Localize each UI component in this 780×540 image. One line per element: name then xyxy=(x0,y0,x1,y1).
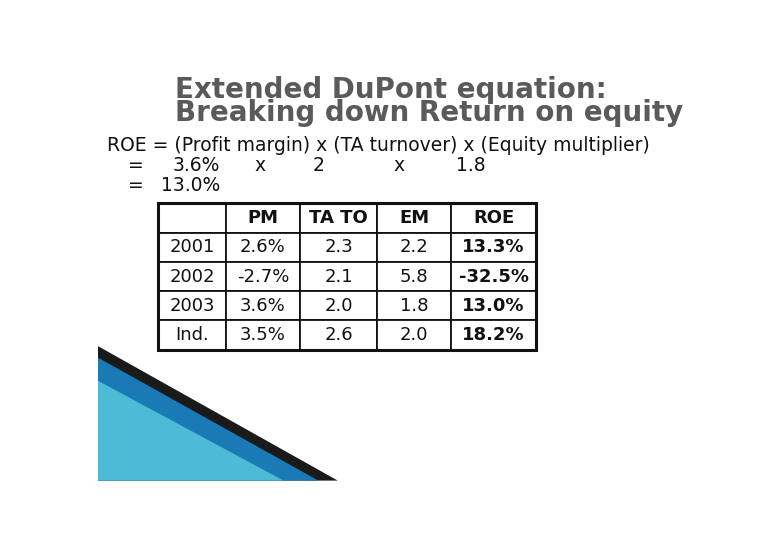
Text: 2: 2 xyxy=(312,156,324,174)
Text: =: = xyxy=(129,156,144,174)
Text: -2.7%: -2.7% xyxy=(237,267,289,286)
Text: 2.0: 2.0 xyxy=(400,326,428,344)
Text: x: x xyxy=(394,156,405,174)
Bar xyxy=(378,233,451,262)
Bar xyxy=(300,204,378,233)
Bar xyxy=(378,262,451,291)
Text: 3.6%: 3.6% xyxy=(172,156,220,174)
Bar xyxy=(300,320,378,350)
Text: TA TO: TA TO xyxy=(309,209,368,227)
Text: 2.0: 2.0 xyxy=(324,297,353,315)
Bar xyxy=(226,320,300,350)
Text: -32.5%: -32.5% xyxy=(459,267,529,286)
Polygon shape xyxy=(98,346,338,481)
Bar xyxy=(226,233,300,262)
Bar xyxy=(158,233,226,262)
Text: 2001: 2001 xyxy=(169,238,214,256)
Text: 2.6: 2.6 xyxy=(324,326,353,344)
Bar xyxy=(300,233,378,262)
Text: PM: PM xyxy=(247,209,278,227)
Bar xyxy=(300,262,378,291)
Bar xyxy=(451,233,536,262)
Text: 13.3%: 13.3% xyxy=(463,238,525,256)
Text: 5.8: 5.8 xyxy=(400,267,428,286)
Text: 2002: 2002 xyxy=(169,267,214,286)
Text: =: = xyxy=(129,176,144,195)
Text: 13.0%: 13.0% xyxy=(463,297,525,315)
Text: 2.6%: 2.6% xyxy=(240,238,285,256)
Text: x: x xyxy=(254,156,265,174)
Text: Breaking down Return on equity: Breaking down Return on equity xyxy=(175,99,683,127)
Polygon shape xyxy=(98,357,318,481)
Bar xyxy=(300,291,378,320)
Text: 1.8: 1.8 xyxy=(456,156,485,174)
Polygon shape xyxy=(98,381,283,481)
Bar xyxy=(378,204,451,233)
Text: EM: EM xyxy=(399,209,429,227)
Bar xyxy=(158,204,536,350)
Text: 2.1: 2.1 xyxy=(324,267,353,286)
Bar xyxy=(158,320,226,350)
Bar xyxy=(226,204,300,233)
Bar xyxy=(158,262,226,291)
Text: 18.2%: 18.2% xyxy=(463,326,525,344)
Bar xyxy=(226,262,300,291)
Bar xyxy=(378,320,451,350)
Bar xyxy=(158,204,226,233)
Text: ROE = (Profit margin) x (TA turnover) x (Equity multiplier): ROE = (Profit margin) x (TA turnover) x … xyxy=(107,136,650,154)
Text: 3.5%: 3.5% xyxy=(240,326,286,344)
Bar xyxy=(378,291,451,320)
Text: 1.8: 1.8 xyxy=(400,297,428,315)
Text: 2.3: 2.3 xyxy=(324,238,353,256)
Bar xyxy=(226,291,300,320)
Text: Ind.: Ind. xyxy=(176,326,209,344)
Bar xyxy=(158,291,226,320)
Text: 13.0%: 13.0% xyxy=(161,176,220,195)
Text: 2.2: 2.2 xyxy=(399,238,428,256)
Text: 3.6%: 3.6% xyxy=(240,297,285,315)
Bar xyxy=(451,262,536,291)
Bar xyxy=(451,291,536,320)
Text: Extended DuPont equation:: Extended DuPont equation: xyxy=(175,76,607,104)
Text: 2003: 2003 xyxy=(169,297,214,315)
Bar xyxy=(451,320,536,350)
Text: ROE: ROE xyxy=(473,209,514,227)
Bar xyxy=(451,204,536,233)
